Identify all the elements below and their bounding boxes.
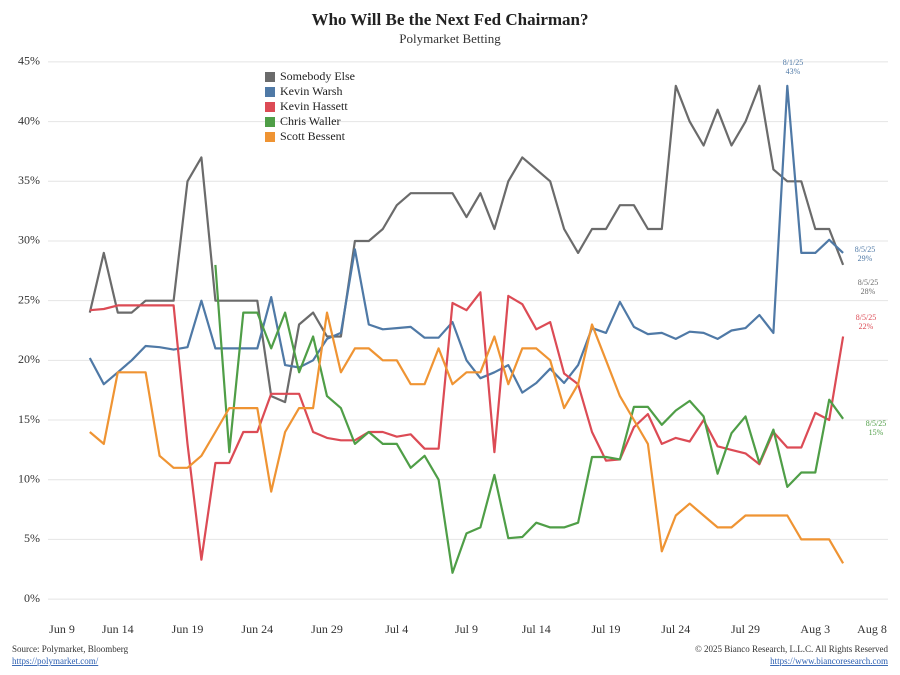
x-tick-label: Jun 14 <box>102 622 134 636</box>
legend-label: Scott Bessent <box>280 129 346 143</box>
site-link[interactable]: https://www.biancoresearch.com <box>770 656 888 666</box>
legend-label: Kevin Hassett <box>280 99 348 113</box>
x-tick-label: Jun 24 <box>241 622 273 636</box>
x-tick-label: Jul 19 <box>591 622 620 636</box>
y-tick-label: 25% <box>18 292 40 306</box>
annotation-date: 8/5/25 <box>856 313 876 322</box>
legend-swatch <box>265 117 275 127</box>
annotation-date: 8/5/25 <box>858 278 878 287</box>
chart-title: Who Will Be the Next Fed Chairman? <box>311 10 588 29</box>
annotation-date: 8/5/25 <box>866 419 886 428</box>
y-tick-label: 20% <box>18 352 40 366</box>
y-tick-label: 40% <box>18 113 40 127</box>
y-tick-label: 45% <box>18 54 40 68</box>
series-line <box>88 84 844 394</box>
y-tick-label: 15% <box>18 412 40 426</box>
legend-swatch <box>265 102 275 112</box>
x-tick-label: Jul 9 <box>455 622 478 636</box>
legend-swatch <box>265 87 275 97</box>
legend-label: Kevin Warsh <box>280 84 342 98</box>
x-tick-label: Jun 9 <box>49 622 75 636</box>
annotation-value: 43% <box>786 67 801 76</box>
source-link[interactable]: https://polymarket.com/ <box>12 656 99 666</box>
y-tick-label: 5% <box>24 531 40 545</box>
x-tick-label: Jul 29 <box>731 622 760 636</box>
x-tick-label: Jul 14 <box>522 622 551 636</box>
annotation-value: 28% <box>861 287 876 296</box>
annotation-date: 8/1/25 <box>783 58 803 67</box>
legend-swatch <box>265 132 275 142</box>
copyright: © 2025 Bianco Research, L.L.C. All Right… <box>695 644 889 654</box>
x-tick-label: Jun 29 <box>311 622 343 636</box>
source: Source: Polymarket, Bloomberg <box>12 644 129 654</box>
y-tick-label: 35% <box>18 173 40 187</box>
series-line <box>89 311 845 564</box>
x-tick-label: Aug 8 <box>857 622 887 636</box>
legend-label: Chris Waller <box>280 114 340 128</box>
annotation-date: 8/5/25 <box>855 245 875 254</box>
annotation-value: 29% <box>858 254 873 263</box>
legend-label: Somebody Else <box>280 69 355 83</box>
x-tick-label: Jul 24 <box>661 622 690 636</box>
x-tick-label: Jun 19 <box>172 622 204 636</box>
y-tick-label: 30% <box>18 233 40 247</box>
y-tick-label: 0% <box>24 591 40 605</box>
series-line <box>88 84 845 404</box>
series-line <box>89 291 845 561</box>
annotation-value: 22% <box>859 322 874 331</box>
x-tick-label: Jul 4 <box>385 622 408 636</box>
y-tick-label: 10% <box>18 471 40 485</box>
x-tick-label: Aug 3 <box>800 622 830 636</box>
chart-subtitle: Polymarket Betting <box>399 31 501 46</box>
annotation-value: 15% <box>869 428 884 437</box>
legend-swatch <box>265 72 275 82</box>
